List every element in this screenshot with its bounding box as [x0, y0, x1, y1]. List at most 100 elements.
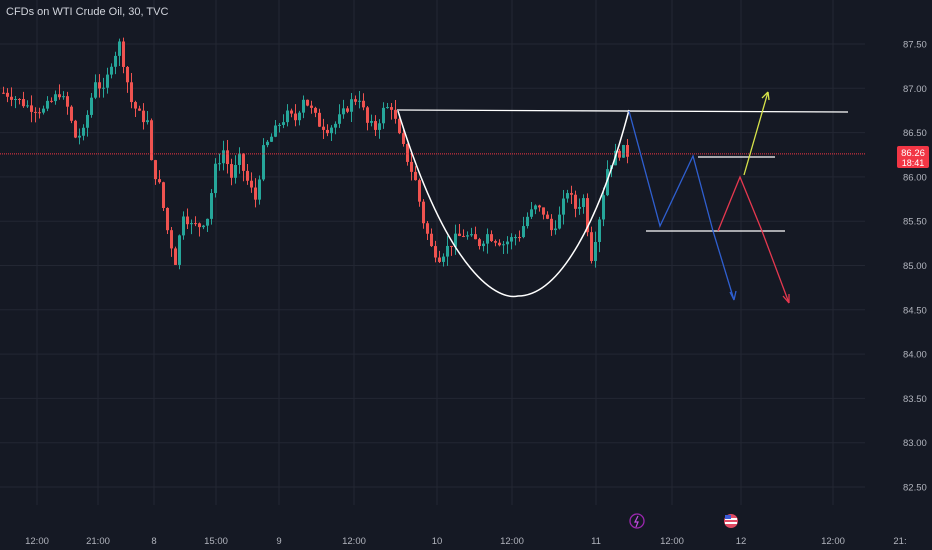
candle-body[interactable]	[46, 100, 49, 109]
time-axis[interactable]: 12:00 21:00 8 15:00 9 12:00 10 12:00 11 12:00 12 12…	[25, 536, 907, 547]
candle-body[interactable]	[218, 163, 221, 165]
candle-body[interactable]	[334, 123, 337, 128]
candle-body[interactable]	[450, 245, 453, 247]
candle-body[interactable]	[534, 205, 537, 210]
candle-body[interactable]	[338, 114, 341, 124]
red-projection-path[interactable]	[717, 175, 790, 304]
candle-body[interactable]	[430, 233, 433, 247]
cup-curve[interactable]	[397, 109, 630, 298]
candle-body[interactable]	[190, 223, 193, 225]
candle-body[interactable]	[270, 136, 273, 142]
candle-body[interactable]	[242, 153, 245, 171]
candle-body[interactable]	[394, 109, 397, 119]
candle-body[interactable]	[530, 209, 533, 217]
candle-body[interactable]	[266, 141, 269, 146]
candle-body[interactable]	[146, 120, 149, 123]
candle-body[interactable]	[134, 102, 137, 109]
candle-body[interactable]	[98, 82, 101, 89]
candle-body[interactable]	[474, 234, 477, 240]
candles[interactable]	[2, 37, 629, 270]
candle-body[interactable]	[582, 198, 585, 207]
candle-body[interactable]	[514, 237, 517, 239]
user-drawings[interactable]	[396, 91, 849, 304]
candle-body[interactable]	[550, 218, 553, 231]
candle-body[interactable]	[274, 125, 277, 137]
candle-body[interactable]	[110, 66, 113, 75]
candle-body[interactable]	[62, 96, 65, 98]
candle-body[interactable]	[250, 180, 253, 188]
candle-body[interactable]	[354, 99, 357, 102]
candle-body[interactable]	[294, 113, 297, 121]
candle-body[interactable]	[182, 216, 185, 236]
candle-body[interactable]	[78, 135, 81, 138]
candle-body[interactable]	[494, 241, 497, 243]
candle-body[interactable]	[286, 110, 289, 123]
candle-body[interactable]	[194, 223, 197, 225]
candle-body[interactable]	[446, 245, 449, 257]
candle-body[interactable]	[390, 107, 393, 110]
candle-body[interactable]	[18, 98, 21, 100]
candle-body[interactable]	[166, 207, 169, 231]
resistance-line[interactable]	[396, 109, 849, 113]
candle-body[interactable]	[14, 98, 17, 100]
candle-body[interactable]	[278, 124, 281, 126]
candle-body[interactable]	[554, 228, 557, 231]
candle-body[interactable]	[70, 106, 73, 121]
candle-body[interactable]	[302, 99, 305, 113]
candle-body[interactable]	[126, 66, 129, 83]
candle-body[interactable]	[590, 232, 593, 261]
candle-body[interactable]	[374, 121, 377, 130]
candle-body[interactable]	[458, 233, 461, 236]
candle-body[interactable]	[586, 198, 589, 233]
candle-body[interactable]	[122, 41, 125, 67]
candle-body[interactable]	[510, 237, 513, 242]
candle-body[interactable]	[454, 233, 457, 247]
candle-body[interactable]	[150, 120, 153, 161]
candle-body[interactable]	[362, 100, 365, 108]
candle-body[interactable]	[426, 223, 429, 234]
candle-body[interactable]	[34, 111, 37, 113]
candle-body[interactable]	[186, 216, 189, 225]
candle-body[interactable]	[114, 55, 117, 67]
candle-body[interactable]	[378, 123, 381, 130]
candle-body[interactable]	[322, 126, 325, 130]
candle-body[interactable]	[478, 239, 481, 247]
candle-body[interactable]	[410, 161, 413, 172]
candle-body[interactable]	[386, 107, 389, 109]
candle-body[interactable]	[502, 244, 505, 246]
blue-projection-path[interactable]	[628, 110, 735, 301]
candle-body[interactable]	[546, 214, 549, 219]
candle-body[interactable]	[482, 243, 485, 247]
candle-body[interactable]	[594, 241, 597, 261]
candle-body[interactable]	[310, 105, 313, 108]
candle-body[interactable]	[246, 170, 249, 181]
price-axis[interactable]: 87.50 87.00 86.50 86.00 85.50 85.00 84.50 84.00…	[903, 40, 927, 494]
candle-body[interactable]	[234, 164, 237, 178]
candle-body[interactable]	[402, 133, 405, 144]
candle-body[interactable]	[618, 150, 621, 158]
candle-body[interactable]	[346, 108, 349, 112]
candle-body[interactable]	[90, 97, 93, 115]
candle-body[interactable]	[154, 160, 157, 180]
candle-body[interactable]	[10, 96, 13, 100]
candle-body[interactable]	[106, 74, 109, 88]
candle-body[interactable]	[86, 114, 89, 128]
candle-body[interactable]	[438, 257, 441, 262]
candle-body[interactable]	[498, 242, 501, 246]
candle-body[interactable]	[238, 153, 241, 165]
candle-body[interactable]	[74, 120, 77, 138]
candle-body[interactable]	[198, 223, 201, 228]
candle-body[interactable]	[170, 230, 173, 249]
candle-body[interactable]	[350, 99, 353, 112]
candle-body[interactable]	[118, 41, 121, 56]
candle-body[interactable]	[206, 218, 209, 226]
candle-body[interactable]	[542, 207, 545, 215]
candle-body[interactable]	[326, 129, 329, 134]
candle-body[interactable]	[598, 219, 601, 242]
candle-body[interactable]	[578, 206, 581, 209]
candle-body[interactable]	[142, 110, 145, 123]
candle-body[interactable]	[158, 179, 161, 183]
candle-body[interactable]	[94, 82, 97, 98]
candle-body[interactable]	[222, 150, 225, 164]
